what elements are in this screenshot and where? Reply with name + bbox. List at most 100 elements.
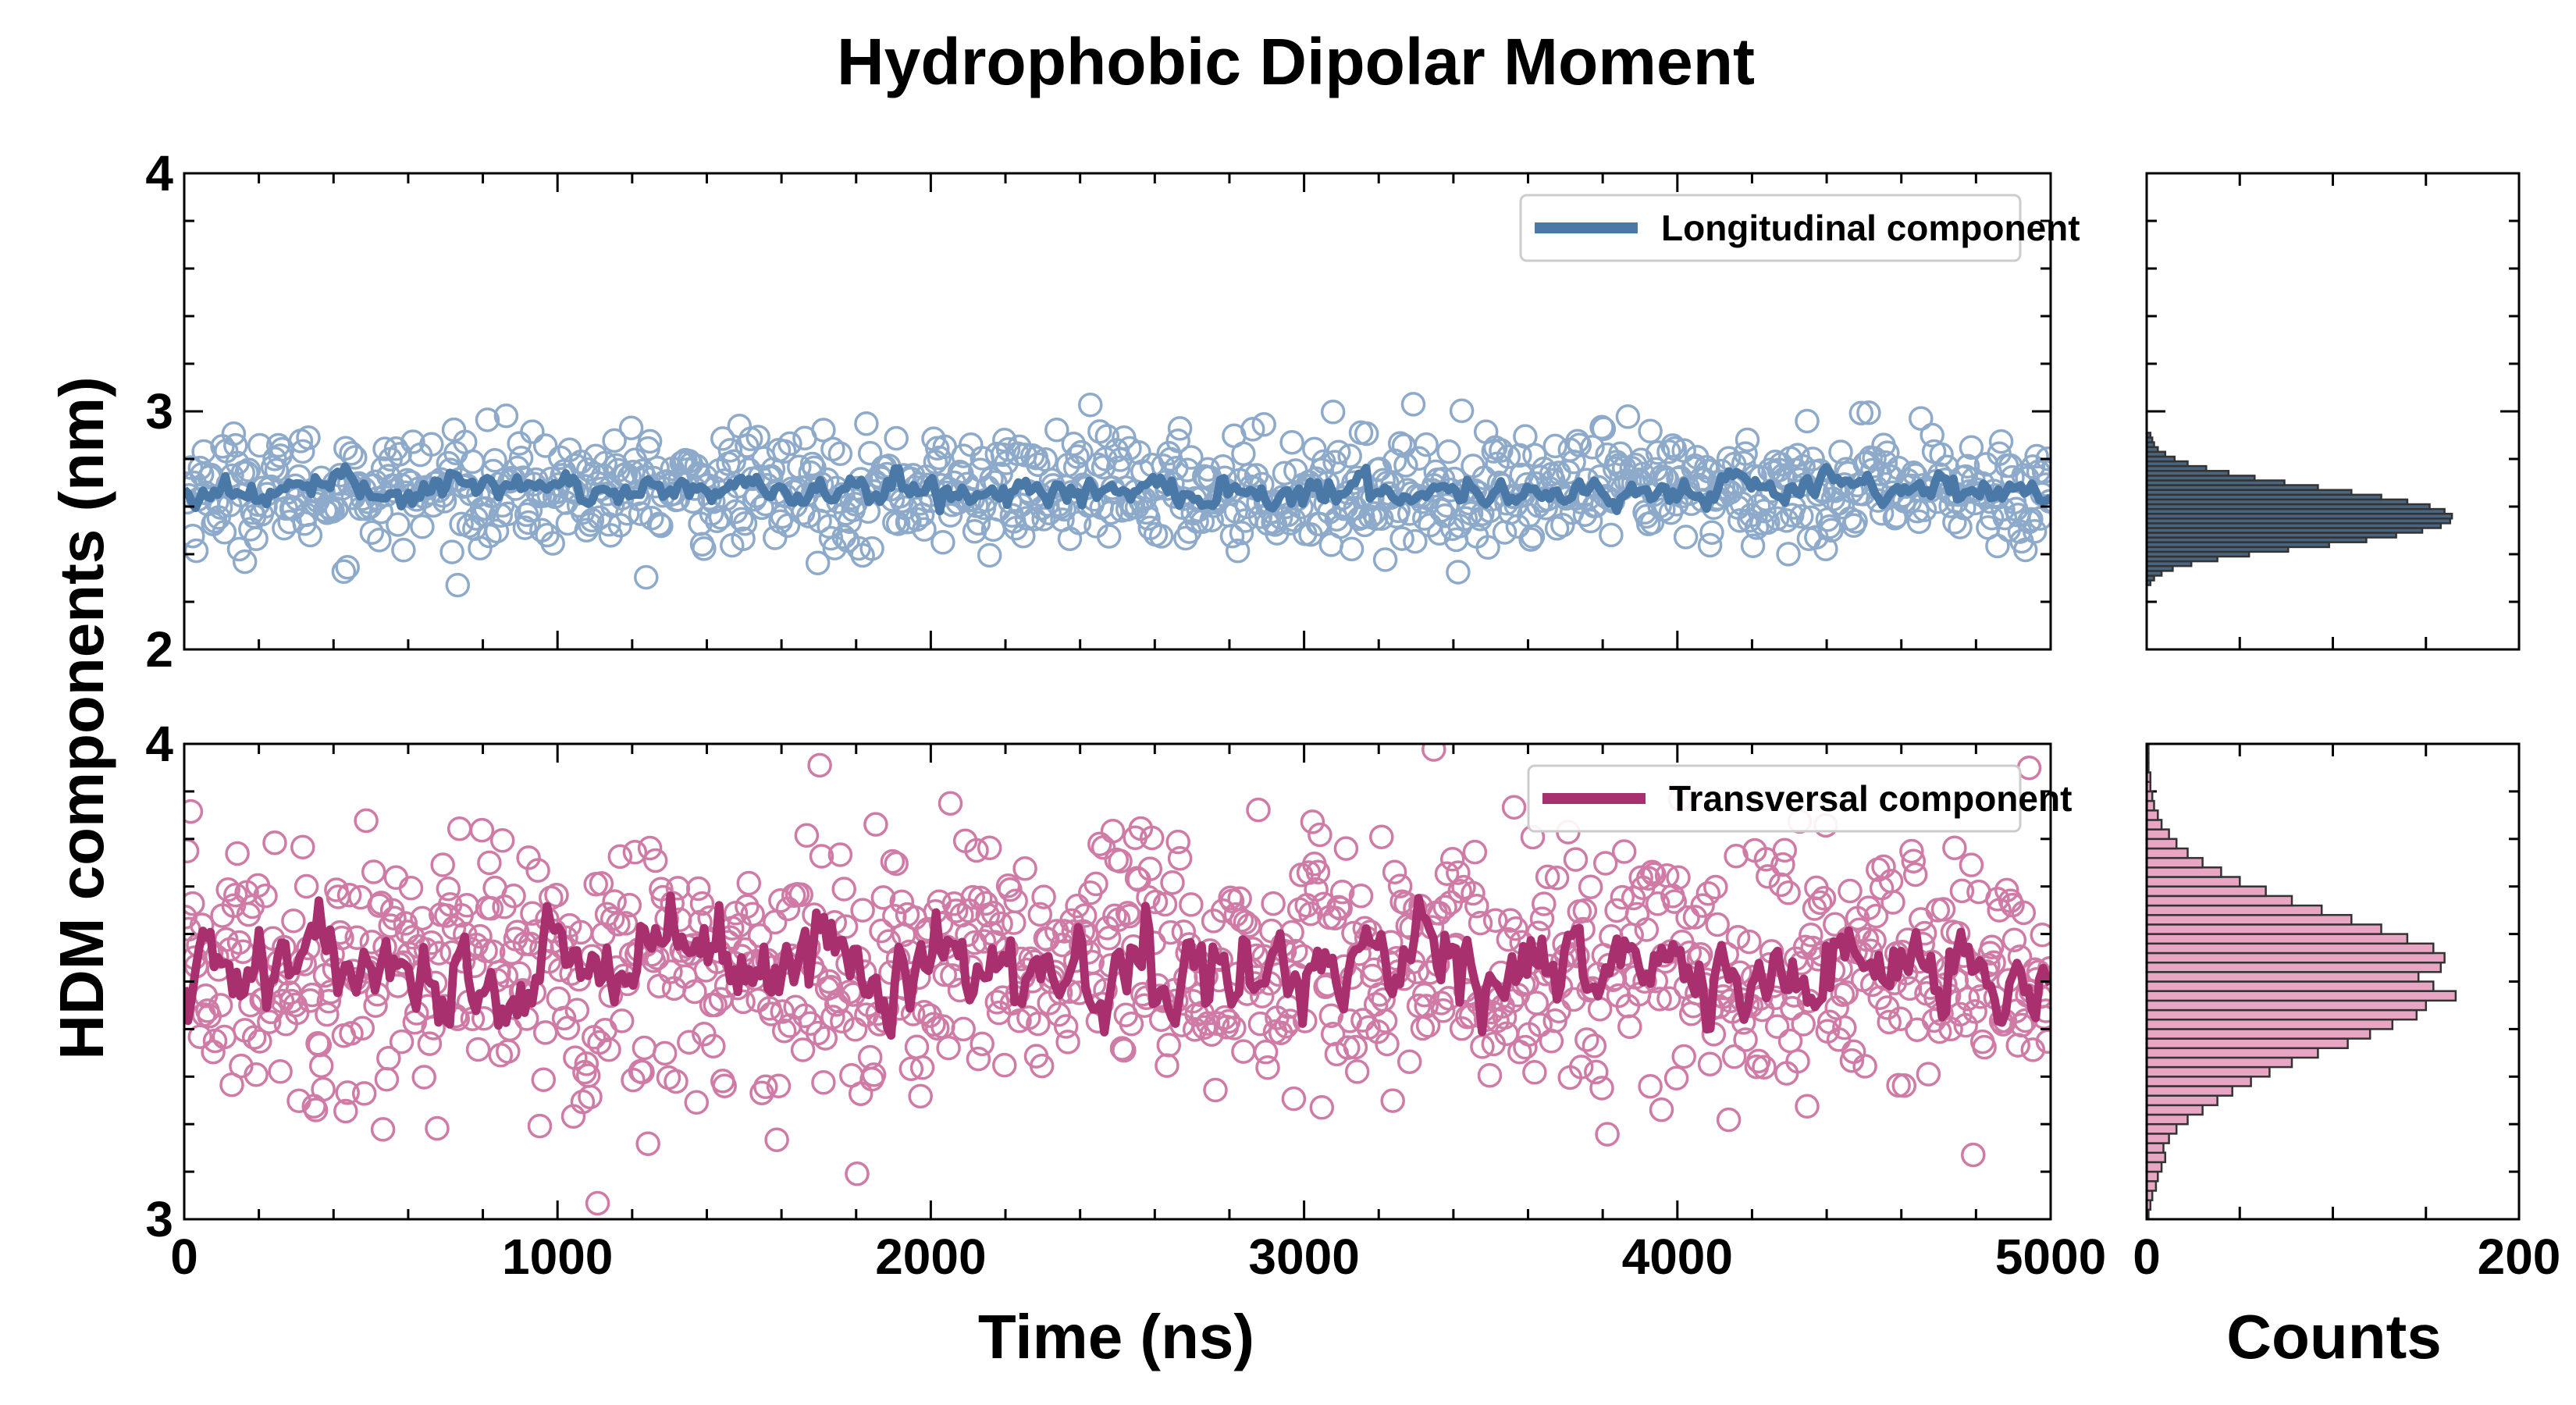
- scatter-point: [684, 1090, 710, 1115]
- scatter-point: [1167, 845, 1193, 871]
- scatter-point: [1899, 838, 1924, 864]
- scatter-point: [544, 882, 569, 908]
- scatter-point: [630, 1059, 655, 1085]
- scatter-point: [1610, 884, 1635, 910]
- scatter-point: [1638, 418, 1663, 444]
- scatter-point: [1012, 855, 1037, 881]
- scatter-point: [2001, 927, 2027, 952]
- scatter-point: [335, 1080, 360, 1105]
- scatter-point: [1567, 432, 1592, 457]
- scatter-point: [411, 1065, 436, 1090]
- scatter-point: [1057, 526, 1083, 551]
- scatter-point: [1902, 862, 1928, 887]
- scatter-point: [591, 922, 616, 947]
- scatter-point: [1905, 1017, 1930, 1042]
- scatter-point: [728, 507, 754, 532]
- scatter-point: [1165, 429, 1190, 454]
- scatter-point: [1927, 1019, 1952, 1044]
- scatter-point: [618, 415, 644, 440]
- scatter-point: [811, 1069, 836, 1095]
- scatter-point: [861, 1062, 887, 1087]
- scatter-point: [927, 445, 952, 471]
- scatter-point: [859, 536, 884, 561]
- scatter-point: [410, 905, 435, 931]
- scatter-point: [1666, 865, 1691, 891]
- scatter-point: [1690, 893, 1715, 918]
- scatter-point: [184, 523, 205, 549]
- scatter-point: [703, 992, 728, 1018]
- scatter-point: [436, 876, 461, 902]
- scatter-point: [445, 572, 471, 598]
- scatter-point: [1532, 891, 1557, 916]
- scatter-point: [1339, 536, 1364, 562]
- scatter-point: [1639, 859, 1665, 884]
- scatter-point: [749, 1080, 774, 1105]
- scatter-point: [1053, 1014, 1079, 1039]
- scatter-point: [1656, 986, 1681, 1011]
- scatter-point: [646, 973, 672, 998]
- scatter-point: [809, 844, 834, 869]
- y-axis-label: HDM components (nm): [47, 376, 116, 1060]
- scatter-point: [1972, 1034, 1997, 1060]
- scatter-point: [635, 1131, 660, 1156]
- scatter-point: [943, 898, 969, 923]
- scatter-point: [262, 830, 287, 855]
- scatter-point: [589, 871, 614, 896]
- histogram-bottom: [2145, 742, 2457, 1221]
- scatter-point: [1574, 1027, 1599, 1052]
- scatter-point: [1318, 1003, 1344, 1029]
- scatter-point: [1305, 859, 1331, 885]
- scatter-point: [184, 916, 201, 942]
- scatter-point: [386, 512, 411, 537]
- scatter-point: [736, 870, 762, 896]
- scatter-point: [1436, 439, 1461, 464]
- hist-x-tick-label: 200: [2478, 1229, 2561, 1285]
- scatter-point: [1403, 528, 1428, 554]
- scatter-point: [596, 1037, 621, 1062]
- scatter-point: [1439, 847, 1465, 872]
- scatter-point: [398, 875, 424, 901]
- scatter-point: [1011, 523, 1036, 549]
- scatter-point: [585, 1190, 610, 1216]
- scatter-point: [1216, 1008, 1241, 1034]
- scatter-point: [1518, 527, 1543, 552]
- legend-label: Transversal component: [1669, 778, 2072, 819]
- scatter-point: [516, 845, 541, 870]
- scatter-point: [1959, 435, 1984, 460]
- scatter-point: [863, 812, 888, 837]
- scatter-point: [912, 517, 937, 542]
- scatter-point: [1326, 439, 1351, 464]
- scatter-point: [889, 889, 915, 915]
- scatter-point: [468, 923, 493, 949]
- scatter-point: [1308, 822, 1332, 848]
- scatter-point: [1916, 1062, 1941, 1087]
- histogram-top: [2145, 432, 2453, 586]
- scatter-point: [1649, 1097, 1674, 1122]
- scatter-point: [971, 929, 997, 954]
- scatter-point: [602, 428, 627, 454]
- scatter-point: [1663, 1065, 1689, 1091]
- scatter-point: [2020, 454, 2046, 479]
- scatter-point: [1167, 416, 1193, 441]
- scatter-point: [232, 549, 258, 574]
- scatter-point: [1231, 1039, 1256, 1064]
- scatter-point: [1222, 1016, 1247, 1040]
- scatter-point: [1856, 895, 1881, 920]
- scatter-point: [2020, 1037, 2046, 1062]
- scatter-point: [642, 848, 668, 873]
- scatter-point: [1642, 862, 1667, 887]
- histogram-bar: [2145, 1142, 2165, 1154]
- scatter-point: [1589, 1076, 1614, 1101]
- scatter-point: [1948, 514, 1973, 539]
- scatter-point: [964, 838, 989, 863]
- scatter-point: [320, 499, 345, 524]
- scatter-point: [1746, 1048, 1771, 1074]
- scatter-point: [184, 838, 200, 864]
- scatter-point: [501, 883, 526, 909]
- scatter-point: [1764, 1014, 1790, 1039]
- scatter-point: [1740, 533, 1766, 558]
- histogram-bar: [2145, 904, 2323, 916]
- histogram-bar: [2145, 1076, 2252, 1087]
- scatter-point: [1697, 532, 1723, 558]
